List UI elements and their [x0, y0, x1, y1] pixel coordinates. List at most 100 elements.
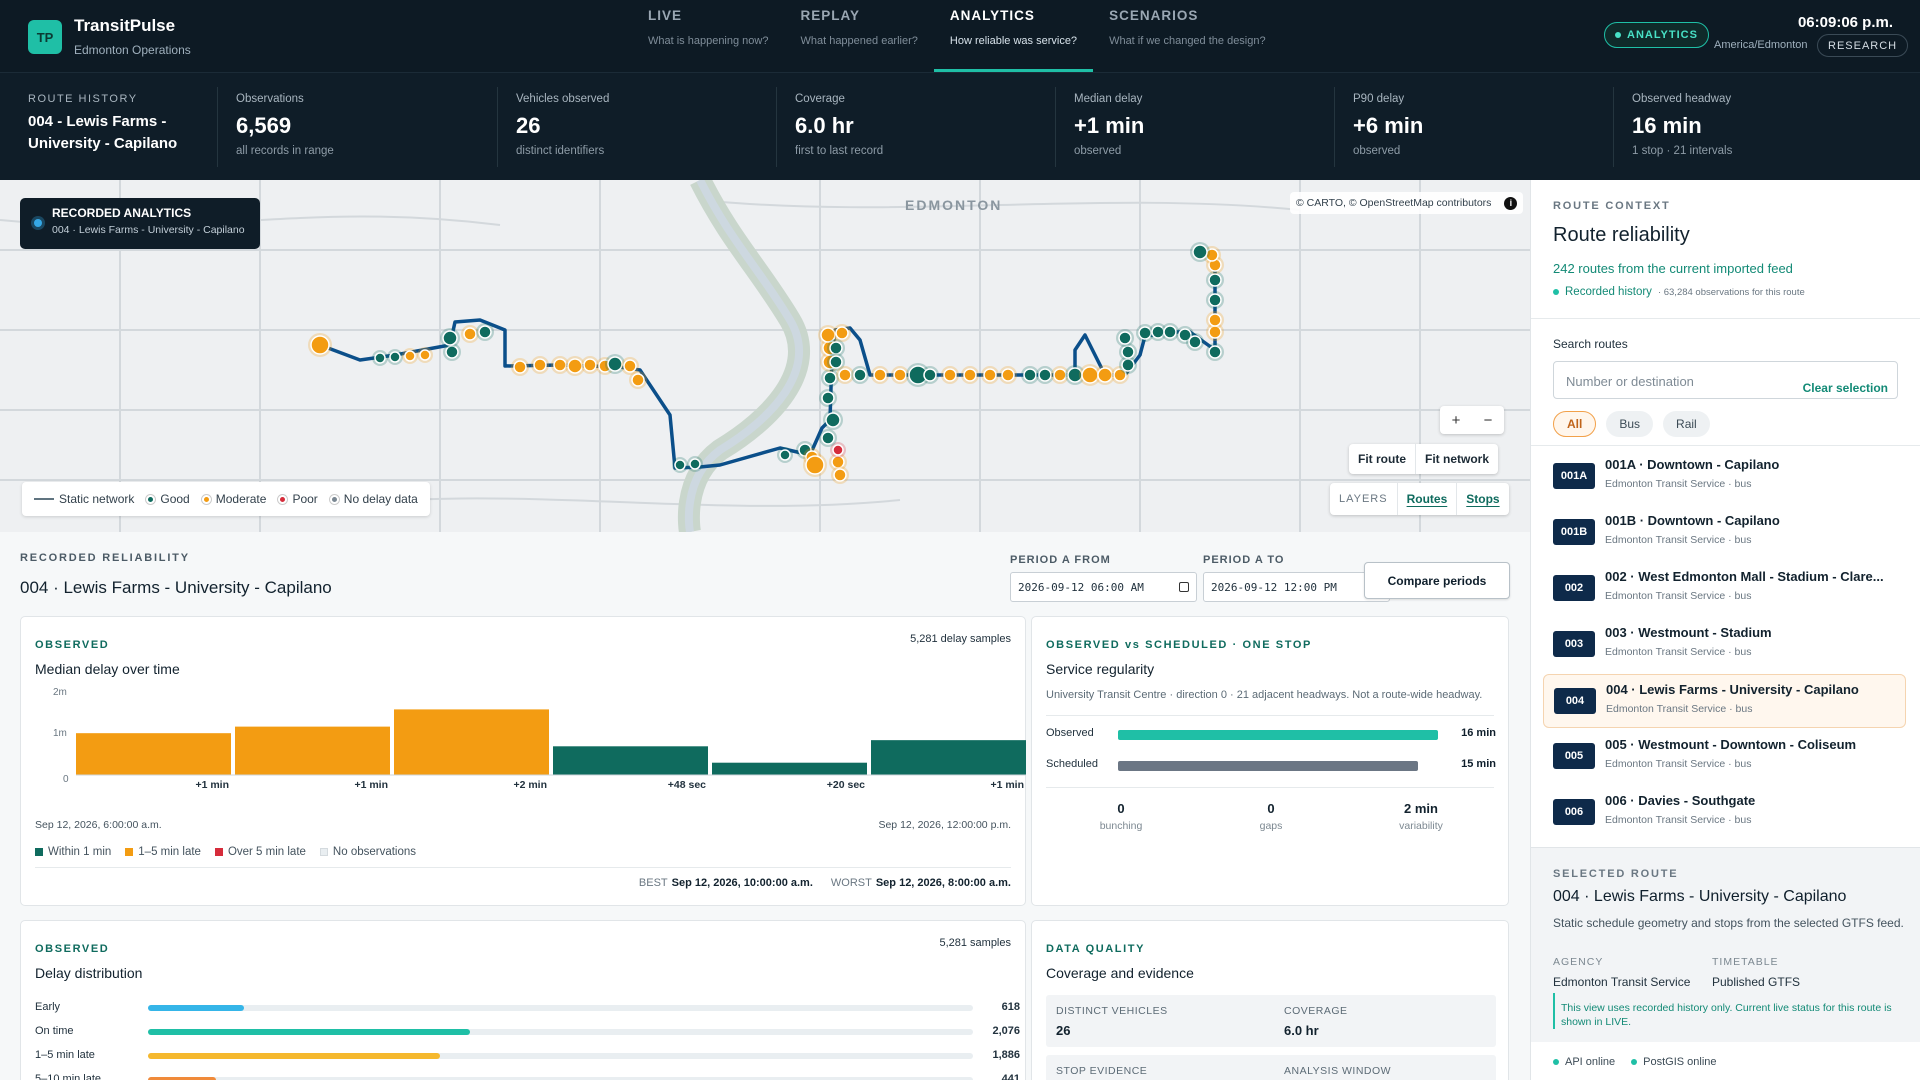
route-item[interactable]: 002 002 · West Edmonton Mall - Stadium - …: [1543, 562, 1906, 616]
layer-stops-toggle[interactable]: Stops: [1456, 483, 1508, 515]
row-label: Early: [35, 1001, 61, 1013]
stop-marker[interactable]: [923, 368, 937, 382]
stop-marker[interactable]: [820, 327, 836, 343]
stop-marker[interactable]: [631, 373, 645, 387]
filter-rail[interactable]: Rail: [1663, 411, 1710, 437]
period-from-input[interactable]: 2026-09-12 06:00 AM: [1010, 572, 1197, 602]
stop-marker[interactable]: [833, 468, 847, 482]
stop-marker[interactable]: [1208, 345, 1222, 359]
stop-marker[interactable]: [583, 358, 597, 372]
recorded-analytics-badge: RECORDED ANALYTICS 004 · Lewis Farms - U…: [20, 198, 260, 249]
stop-marker[interactable]: [533, 358, 547, 372]
tab-analytics[interactable]: ANALYTICS How reliable was service?: [933, 0, 1094, 72]
stop-marker[interactable]: [821, 391, 835, 405]
filter-all[interactable]: All: [1553, 411, 1597, 437]
route-item-selected[interactable]: 004 004 · Lewis Farms - University - Capi…: [1543, 674, 1906, 728]
delay-bar[interactable]: [553, 746, 708, 775]
stop-marker[interactable]: [607, 356, 623, 372]
fit-network-button[interactable]: Fit network: [1415, 444, 1498, 474]
zoom-in-button[interactable]: +: [1451, 411, 1461, 429]
route-item[interactable]: 001B 001B · Downtown - Capilano Edmonton T…: [1543, 506, 1906, 560]
stop-marker[interactable]: [943, 368, 957, 382]
route-item[interactable]: 003 003 · Westmount - Stadium Edmonton Tra…: [1543, 618, 1906, 672]
fit-route-button[interactable]: Fit route: [1358, 452, 1406, 466]
stop-marker[interactable]: [829, 355, 843, 369]
delay-bar[interactable]: [712, 762, 867, 775]
delay-bar[interactable]: [76, 733, 231, 775]
stop-marker[interactable]: [1192, 244, 1208, 260]
stop-marker[interactable]: [1053, 368, 1067, 382]
stop-marker[interactable]: [689, 458, 701, 470]
stop-marker[interactable]: [404, 350, 416, 362]
stop-marker[interactable]: [623, 359, 637, 373]
stop-marker[interactable]: [832, 444, 844, 456]
stop-marker[interactable]: [1113, 368, 1127, 382]
selected-description: Static schedule geometry and stops from …: [1553, 916, 1904, 930]
stop-marker[interactable]: [1121, 345, 1135, 359]
stop-marker[interactable]: [389, 351, 401, 363]
stop-marker[interactable]: [835, 326, 849, 340]
stop-marker[interactable]: [873, 368, 887, 382]
layer-routes-toggle[interactable]: Routes: [1396, 483, 1457, 515]
stop-marker[interactable]: [829, 341, 843, 355]
tab-replay[interactable]: REPLAY What happened earlier?: [784, 0, 933, 72]
research-button[interactable]: RESEARCH: [1817, 34, 1909, 57]
stop-marker[interactable]: [963, 368, 977, 382]
stop-marker[interactable]: [983, 368, 997, 382]
stop-marker[interactable]: [478, 325, 492, 339]
tab-live[interactable]: LIVE What is happening now?: [632, 0, 784, 72]
stop-marker[interactable]: [1208, 293, 1222, 307]
stop-marker[interactable]: [1023, 368, 1037, 382]
clear-selection-button[interactable]: Clear selection: [1802, 381, 1888, 395]
stop-marker[interactable]: [805, 455, 825, 475]
route-search-input[interactable]: Number or destination Clear selection: [1553, 361, 1898, 399]
stop-marker[interactable]: [893, 368, 907, 382]
period-to-input[interactable]: 2026-09-12 12:00 PM: [1203, 572, 1390, 602]
stop-marker[interactable]: [419, 349, 431, 361]
stop-marker[interactable]: [1188, 335, 1202, 349]
stop-marker[interactable]: [823, 371, 837, 385]
stop-marker[interactable]: [445, 345, 459, 359]
stop-marker[interactable]: [821, 431, 835, 445]
timezone: America/Edmonton: [1714, 39, 1808, 51]
stop-marker[interactable]: [1097, 367, 1113, 383]
stop-marker[interactable]: [825, 412, 841, 428]
route-item[interactable]: 006 006 · Davies - Southgate Edmonton Tran…: [1543, 786, 1906, 840]
stop-marker[interactable]: [1208, 273, 1222, 287]
stop-marker[interactable]: [779, 449, 791, 461]
route-map[interactable]: EDMONTON RECORDED ANALYTICS 004 · Lewis …: [0, 180, 1530, 532]
delay-bar[interactable]: [235, 726, 390, 775]
stop-marker[interactable]: [674, 459, 686, 471]
stop-marker[interactable]: [1121, 358, 1135, 372]
stop-marker[interactable]: [1001, 368, 1015, 382]
stop-marker[interactable]: [838, 368, 852, 382]
route-item[interactable]: 001A 001A · Downtown - Capilano Edmonton T…: [1543, 450, 1906, 504]
tab-scenarios[interactable]: SCENARIOS What if we changed the design?: [1093, 0, 1282, 72]
info-icon[interactable]: i: [1504, 196, 1518, 210]
stop-marker[interactable]: [310, 335, 330, 355]
route-item[interactable]: 005 005 · Westmount - Downtown - Coliseum…: [1543, 730, 1906, 784]
stop-marker[interactable]: [1118, 331, 1132, 345]
stop-marker[interactable]: [374, 352, 386, 364]
stop-marker[interactable]: [831, 455, 845, 469]
delay-bar[interactable]: [394, 709, 549, 775]
stop-marker[interactable]: [1163, 325, 1177, 339]
kpi-sub: distinct identifiers: [516, 145, 605, 157]
stop-marker[interactable]: [1038, 368, 1052, 382]
stop-marker[interactable]: [853, 368, 867, 382]
status-label: API online: [1565, 1056, 1616, 1068]
delay-bar[interactable]: [871, 740, 1026, 775]
filter-bus[interactable]: Bus: [1606, 411, 1654, 437]
compare-periods-button[interactable]: Compare periods: [1364, 562, 1510, 599]
stop-marker[interactable]: [1138, 326, 1152, 340]
stop-marker[interactable]: [553, 358, 567, 372]
map-canvas[interactable]: EDMONTON: [0, 180, 1530, 532]
calendar-icon[interactable]: [1179, 582, 1189, 592]
stop-marker[interactable]: [463, 327, 477, 341]
stop-marker[interactable]: [1208, 313, 1222, 327]
stop-marker[interactable]: [567, 358, 583, 374]
stop-marker[interactable]: [1178, 328, 1192, 342]
stop-marker[interactable]: [513, 360, 527, 374]
zoom-out-button[interactable]: −: [1483, 411, 1493, 429]
stop-marker[interactable]: [442, 330, 458, 346]
